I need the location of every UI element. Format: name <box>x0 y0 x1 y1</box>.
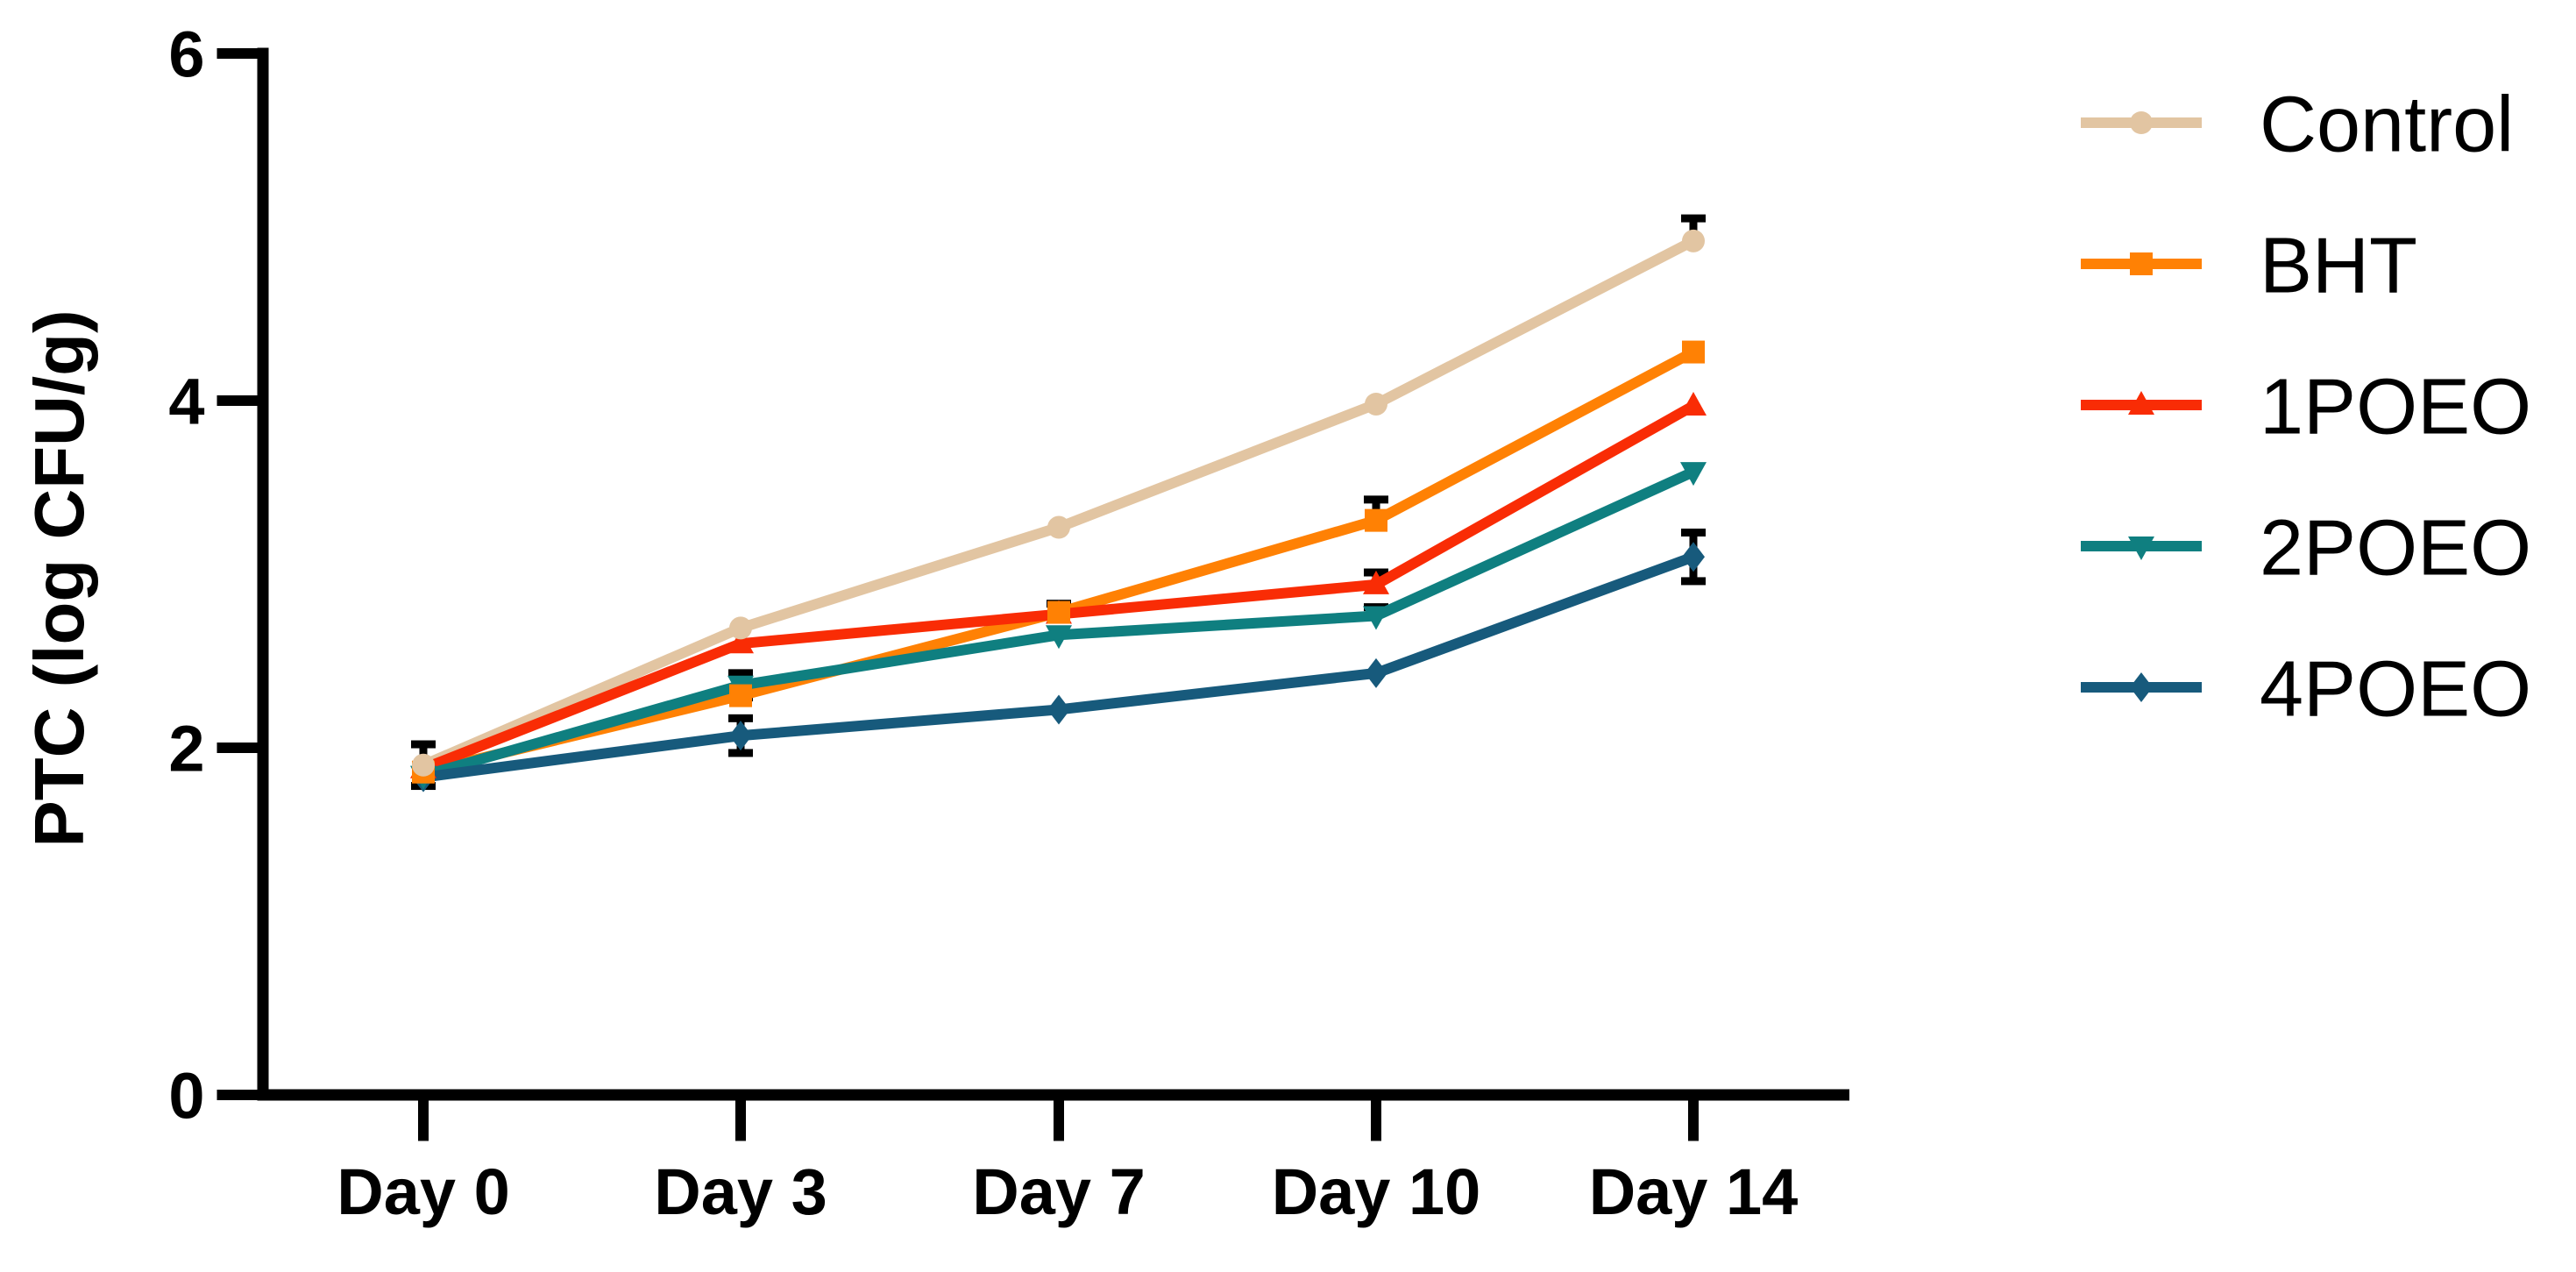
series-marker-bht <box>1365 508 1387 532</box>
y-tick <box>216 743 258 753</box>
series-marker-4poeo <box>1365 657 1387 688</box>
error-bar-cap <box>411 740 436 749</box>
error-bar-cap <box>1364 495 1388 504</box>
y-tick-label: 6 <box>168 18 204 91</box>
series-line-control <box>418 235 1699 771</box>
y-axis-title: PTC (log CFU/g) <box>20 309 98 847</box>
legend-marker-1poeo <box>2128 391 2154 415</box>
error-bar-cap <box>728 749 753 757</box>
error-bar-cap <box>728 669 753 678</box>
series-marker-bht <box>729 684 752 707</box>
series-marker-control <box>1047 515 1070 539</box>
x-tick <box>1054 1100 1064 1141</box>
legend-label-1poeo: 1POEO <box>2260 363 2531 451</box>
legend-label-control: Control <box>2260 81 2514 168</box>
y-tick-label: 4 <box>168 366 204 438</box>
y-tick-label: 0 <box>168 1060 204 1133</box>
x-axis-line <box>257 1089 1849 1101</box>
x-tick <box>418 1100 429 1141</box>
series-marker-control <box>729 616 752 640</box>
legend-marker-2poeo <box>2128 537 2154 560</box>
x-tick-label: Day 3 <box>654 1155 827 1228</box>
legend-label-2poeo: 2POEO <box>2260 504 2531 592</box>
x-tick-label: Day 0 <box>337 1155 509 1228</box>
error-bar-cap <box>728 714 753 722</box>
series-marker-control <box>1682 229 1705 252</box>
series-marker-control <box>1365 392 1387 416</box>
series-marker-1poeo <box>727 629 754 654</box>
x-tick <box>1688 1100 1699 1141</box>
series-marker-bht <box>1047 600 1070 624</box>
x-tick <box>735 1100 746 1141</box>
series-marker-2poeo <box>1680 462 1707 487</box>
error-bar-cap <box>1681 528 1706 537</box>
series-marker-4poeo <box>1047 694 1070 725</box>
error-bar-cap <box>1681 577 1706 586</box>
y-tick <box>216 395 258 406</box>
x-tick <box>1371 1100 1381 1141</box>
y-tick-label: 2 <box>168 713 204 785</box>
x-tick-label: Day 7 <box>972 1155 1145 1228</box>
series-marker-2poeo <box>1046 625 1072 650</box>
legend-label-bht: BHT <box>2260 222 2417 309</box>
x-tick-label: Day 10 <box>1272 1155 1481 1228</box>
y-axis-line <box>257 47 269 1101</box>
legend-label-4poeo: 4POEO <box>2260 645 2531 733</box>
series-marker-bht <box>1682 340 1705 364</box>
y-tick <box>216 1090 258 1100</box>
series-marker-4poeo <box>1682 542 1705 572</box>
legend-marker-4poeo <box>2130 672 2153 702</box>
legend-marker-control <box>2130 111 2153 134</box>
series-marker-4poeo <box>729 721 752 751</box>
x-tick-label: Day 14 <box>1589 1155 1799 1228</box>
series-marker-1poeo <box>1680 391 1707 416</box>
legend-marker-bht <box>2130 252 2153 275</box>
series-marker-control <box>412 753 435 777</box>
series-marker-1poeo <box>1363 570 1389 594</box>
series-marker-2poeo <box>1363 606 1389 630</box>
y-tick <box>216 48 258 59</box>
series-line-4poeo <box>418 551 1699 783</box>
error-bar-cap <box>1681 214 1706 223</box>
